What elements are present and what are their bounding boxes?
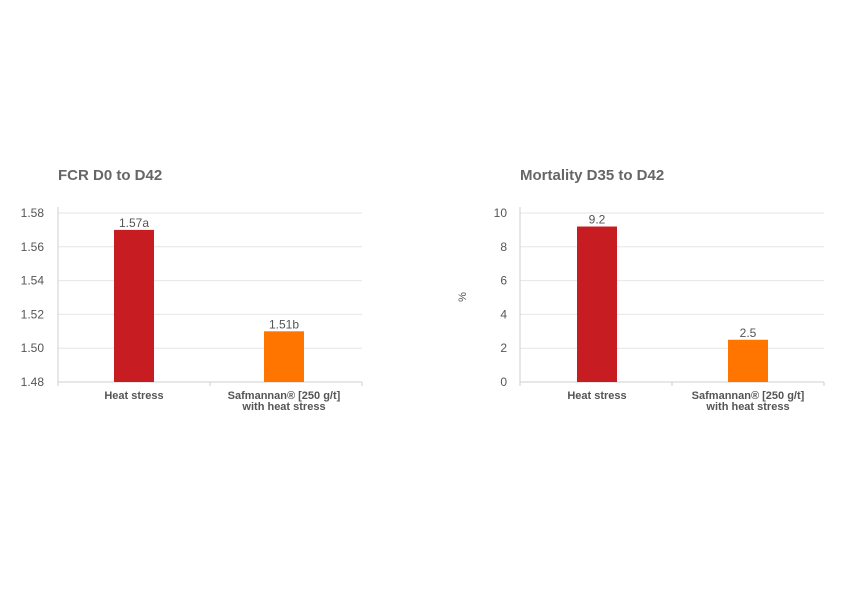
fcr-category-label: Heat stress — [104, 390, 163, 402]
fcr-chart: FCR D0 to D42 1.58 1.56 1.54 1.52 1.50 1.48 1.… — [21, 167, 363, 413]
fcr-y-tick-label: 1.50 — [21, 341, 45, 355]
mortality-category-label: Heat stress — [567, 390, 626, 402]
fcr-chart-title: FCR D0 to D42 — [58, 167, 162, 184]
mortality-chart-title: Mortality D35 to D42 — [520, 167, 664, 184]
mortality-y-tick-label: 10 — [494, 206, 508, 220]
mortality-y-tick-label: 8 — [500, 240, 507, 254]
fcr-data-label: 1.51b — [269, 317, 299, 331]
fcr-bar — [264, 331, 304, 382]
fcr-y-tick-label: 1.54 — [21, 274, 45, 288]
mortality-y-tick-label: 6 — [500, 274, 507, 288]
fcr-category-label: with heat stress — [241, 401, 325, 413]
mortality-y-tick-label: 4 — [500, 307, 507, 321]
mortality-bar — [728, 339, 768, 382]
mortality-y-tick-label: 2 — [500, 341, 507, 355]
fcr-category-label: Safmannan® [250 g/t] — [228, 390, 341, 402]
mortality-chart: Mortality D35 to D42 % 10 8 6 4 2 0 9.2 Heat st… — [457, 167, 825, 413]
fcr-y-tick-label: 1.58 — [21, 206, 45, 220]
fcr-y-tick-label: 1.52 — [21, 307, 45, 321]
mortality-bar — [577, 226, 617, 382]
mortality-data-label: 9.2 — [589, 213, 606, 227]
fcr-bar — [114, 229, 154, 382]
mortality-y-axis-label: % — [457, 292, 469, 302]
fcr-y-tick-label: 1.48 — [21, 375, 45, 389]
fcr-y-tick-label: 1.56 — [21, 240, 45, 254]
mortality-data-label: 2.5 — [740, 326, 757, 340]
mortality-category-label: with heat stress — [705, 401, 789, 413]
mortality-category-label: Safmannan® [250 g/t] — [692, 390, 805, 402]
fcr-data-label: 1.57a — [119, 216, 149, 230]
mortality-y-tick-label: 0 — [500, 375, 507, 389]
